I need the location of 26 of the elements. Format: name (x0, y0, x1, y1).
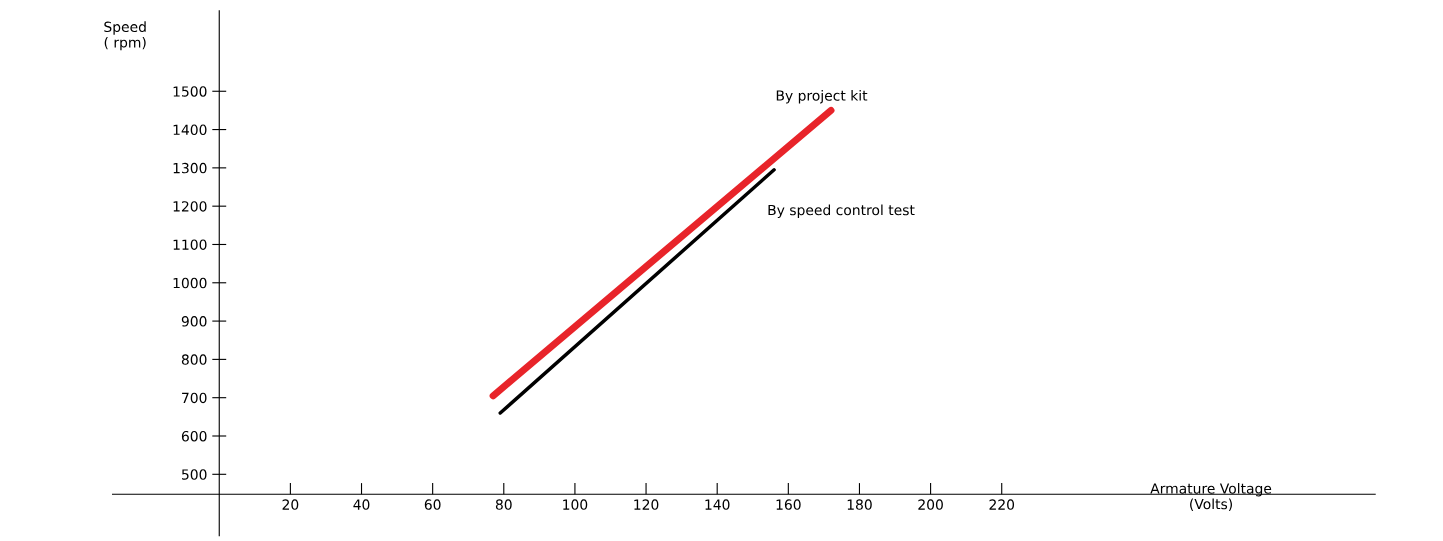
y-tick-label: 700 (182, 392, 207, 404)
x-axis-title: Armature Voltage (Volts) (1150, 482, 1272, 511)
y-tick-label: 900 (181, 316, 207, 327)
y-tick-label: 1100 (173, 239, 207, 250)
series-label: By project kit (776, 90, 868, 104)
y-tick-label: 1400 (173, 124, 207, 136)
x-tick-label: 120 (634, 499, 659, 510)
y-tick-label: 1500 (173, 86, 207, 97)
x-tick-label: 20 (282, 499, 299, 510)
x-tick-label: 220 (989, 499, 1015, 510)
y-tick-label: 1000 (173, 277, 207, 289)
x-tick-label: 100 (563, 499, 588, 510)
y-tick-label: 600 (181, 430, 207, 442)
x-tick-label: 40 (353, 499, 370, 510)
y-axis-title: Speed ( rpm) (104, 21, 146, 51)
x-tick-label: 140 (705, 499, 730, 510)
series-label: By speed control test (768, 204, 915, 218)
x-tick-label: 180 (847, 499, 872, 510)
y-tick-label: 1200 (173, 201, 207, 212)
y-tick-label: 500 (182, 469, 207, 480)
y-tick-label: 800 (181, 354, 207, 365)
x-tick-label: 200 (918, 499, 943, 510)
x-tick-label: 160 (776, 499, 801, 510)
x-tick-label: 80 (495, 499, 512, 510)
y-tick-label: 1300 (173, 162, 207, 174)
x-tick-label: 60 (424, 499, 441, 510)
